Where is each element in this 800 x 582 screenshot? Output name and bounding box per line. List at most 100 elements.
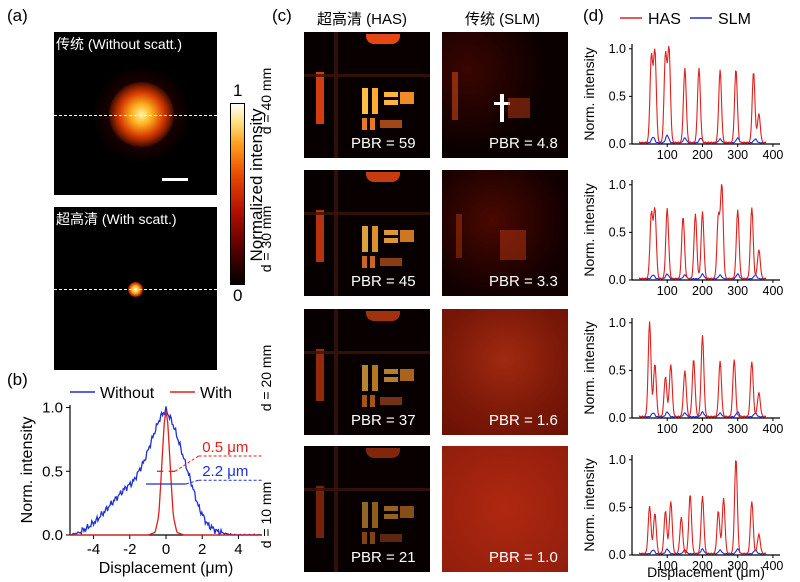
profile-line bbox=[54, 115, 217, 116]
slm-image bbox=[442, 170, 568, 296]
target-bar bbox=[370, 395, 375, 407]
pbr-has-label: PBR = 21 bbox=[351, 549, 416, 566]
target-bar bbox=[362, 256, 367, 268]
y-axis-label: Norm. intensity bbox=[581, 183, 597, 276]
series-line-has bbox=[638, 184, 767, 280]
target-bar bbox=[380, 120, 402, 128]
series-line-without bbox=[69, 406, 262, 537]
target-bar bbox=[372, 502, 378, 528]
target-arc bbox=[366, 34, 400, 44]
target-bar bbox=[384, 369, 398, 374]
row-distance-label: d = 10 mm bbox=[258, 481, 274, 549]
y-tick-label: 1.0 bbox=[42, 400, 63, 417]
target-bar bbox=[316, 72, 324, 124]
grid-line bbox=[334, 32, 338, 158]
target-bar bbox=[384, 506, 398, 511]
target-bar bbox=[370, 256, 375, 268]
target-bar bbox=[500, 230, 526, 260]
legend-label: With bbox=[200, 385, 232, 402]
series-line-has bbox=[638, 459, 767, 555]
y-tick-label: 0.0 bbox=[609, 411, 626, 425]
panel-d-letter: (d) bbox=[583, 6, 604, 25]
y-tick-label: 0.0 bbox=[609, 273, 626, 287]
x-tick-label: 400 bbox=[763, 148, 784, 162]
x-tick-label: 300 bbox=[727, 284, 748, 298]
grid-line bbox=[304, 351, 430, 354]
target-bar bbox=[380, 534, 402, 542]
x-tick-label: 2 bbox=[198, 541, 206, 558]
x-tick-label: 400 bbox=[763, 284, 784, 298]
target-bar bbox=[384, 230, 398, 235]
row-distance-label: d = 40 mm bbox=[258, 67, 274, 135]
target-bar bbox=[456, 214, 462, 258]
target-bar bbox=[372, 226, 378, 252]
pbr-has-label: PBR = 45 bbox=[351, 273, 416, 290]
legend-label-has: HAS bbox=[648, 11, 681, 28]
target-bar bbox=[384, 514, 398, 519]
pbr-slm-label: PBR = 3.3 bbox=[489, 273, 558, 290]
x-axis-label: Displacement (μm) bbox=[99, 560, 234, 577]
col-header-slm: 传统 (SLM) bbox=[465, 11, 541, 28]
target-bar bbox=[380, 397, 402, 405]
legend-label: Without bbox=[100, 385, 155, 402]
y-axis-label: Norm. intensity bbox=[581, 47, 597, 140]
colorbar-max: 1 bbox=[233, 81, 243, 100]
target-bar bbox=[372, 88, 378, 114]
panel-a-letter: (a) bbox=[7, 6, 28, 25]
y-tick-label: 0.5 bbox=[42, 463, 63, 480]
series-line-has bbox=[638, 45, 767, 144]
pbr-slm-label: PBR = 4.8 bbox=[489, 135, 558, 152]
target-bar bbox=[384, 377, 398, 382]
target-bar bbox=[400, 230, 414, 242]
y-tick-label: 1.0 bbox=[609, 178, 626, 192]
target-bar bbox=[370, 118, 375, 130]
y-tick-label: 1.0 bbox=[609, 42, 626, 56]
y-tick-label: 0.0 bbox=[42, 527, 63, 544]
row-distance-label: d = 30 mm bbox=[258, 205, 274, 273]
has-image bbox=[304, 446, 430, 572]
series-line-with bbox=[70, 411, 262, 536]
without-scatter-label: 传统 (Without scatt.) bbox=[56, 36, 183, 52]
scale-bar bbox=[162, 178, 188, 181]
target-bar bbox=[384, 238, 398, 243]
pbr-has-label: PBR = 37 bbox=[351, 412, 416, 429]
with-scatter-label: 超高清 (With scatt.) bbox=[56, 211, 177, 227]
x-tick-label: 400 bbox=[763, 422, 784, 436]
x-tick-label: 200 bbox=[692, 284, 713, 298]
fwhm-without-label: 2.2 μm bbox=[202, 463, 248, 480]
grid-line bbox=[304, 212, 430, 215]
y-tick-label: 0.5 bbox=[609, 363, 626, 377]
x-tick-label: 300 bbox=[727, 148, 748, 162]
x-tick-label: 0 bbox=[162, 541, 170, 558]
y-tick-label: 0.5 bbox=[609, 89, 626, 103]
y-tick-label: 0.5 bbox=[609, 500, 626, 514]
grid-line bbox=[334, 170, 338, 296]
row-distance-label: d = 20 mm bbox=[258, 344, 274, 412]
target-bar bbox=[362, 502, 368, 528]
x-tick-label: 400 bbox=[763, 559, 784, 573]
x-tick-label: -4 bbox=[87, 541, 100, 558]
x-tick-label: 4 bbox=[234, 541, 242, 558]
with-scatter-image: 超高清 (With scatt.) bbox=[54, 207, 217, 370]
x-tick-label: 300 bbox=[727, 559, 748, 573]
x-tick-label: 100 bbox=[657, 422, 678, 436]
legend-label-slm: SLM bbox=[718, 11, 751, 28]
grid-line bbox=[334, 309, 338, 435]
target-bar bbox=[384, 92, 398, 97]
pbr-has-label: PBR = 59 bbox=[351, 135, 416, 152]
grid-line bbox=[334, 446, 338, 572]
target-bar bbox=[316, 486, 324, 538]
slm-image bbox=[442, 446, 568, 572]
x-tick-label: 200 bbox=[692, 148, 713, 162]
has-image bbox=[304, 32, 430, 158]
profile-line bbox=[54, 289, 217, 290]
target-bar bbox=[362, 532, 367, 544]
x-tick-label: -2 bbox=[123, 541, 136, 558]
target-bar bbox=[500, 94, 504, 122]
pbr-slm-label: PBR = 1.6 bbox=[489, 412, 558, 429]
grid-line bbox=[304, 488, 430, 491]
series-line-has bbox=[638, 321, 767, 418]
y-tick-label: 0.0 bbox=[609, 548, 626, 562]
target-bar bbox=[362, 226, 368, 252]
y-tick-label: 1.0 bbox=[609, 316, 626, 330]
